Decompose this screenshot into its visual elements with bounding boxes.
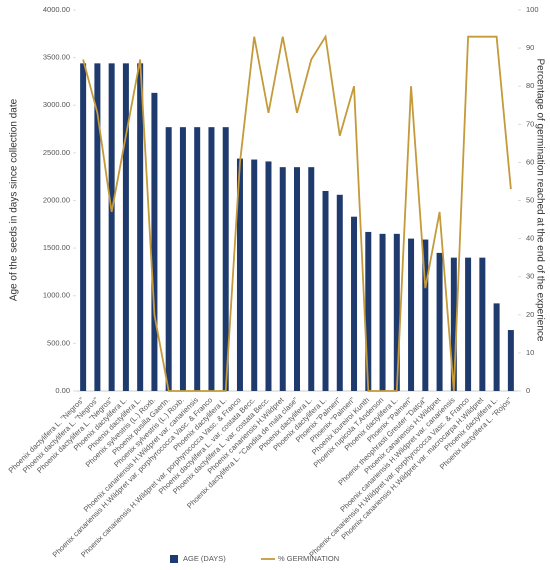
bar [465, 257, 472, 391]
y2-tick-label: 100 [526, 5, 539, 14]
bar [479, 257, 486, 391]
y-tick-label: 1500.00 [43, 243, 70, 252]
y2-axis-title: Percentage of germination reached at the… [534, 59, 545, 342]
y-tick-label: 500.00 [47, 338, 70, 347]
bar [194, 127, 201, 391]
bar [279, 167, 286, 391]
bar [108, 63, 115, 392]
bar [294, 167, 300, 391]
y-tick-label: 3000.00 [43, 100, 70, 109]
bar [393, 233, 400, 391]
bar [379, 233, 386, 391]
bar [336, 194, 343, 391]
bar [265, 161, 272, 391]
y-tick-label: 3500.00 [43, 53, 70, 62]
y2-tick-label: 80 [526, 81, 534, 90]
bar [308, 167, 315, 391]
y2-tick-label: 10 [526, 348, 534, 357]
legend-label: % GERMINATION [278, 554, 339, 563]
legend-label: AGE (DAYS) [183, 554, 226, 563]
bar [122, 63, 129, 392]
y2-tick-label: 40 [526, 234, 534, 243]
bar [493, 303, 500, 391]
y2-tick-label: 90 [526, 43, 534, 52]
y2-tick-label: 70 [526, 119, 534, 128]
bar [208, 127, 215, 391]
bar [322, 190, 329, 391]
y-tick-label: 0.00 [55, 386, 70, 395]
y-tick-label: 2000.00 [43, 195, 70, 204]
bar [408, 238, 415, 391]
bar [422, 239, 429, 391]
bar [351, 216, 358, 391]
y-axis-title: Age of the seeds in days since collectio… [9, 98, 20, 301]
y2-tick-label: 60 [526, 157, 534, 166]
bar [94, 63, 101, 392]
bar [151, 92, 158, 392]
bar [80, 63, 87, 392]
y2-tick-label: 0 [526, 386, 530, 395]
bar [507, 330, 514, 391]
bar [137, 63, 144, 392]
bar [450, 257, 457, 391]
bar [165, 127, 172, 391]
bar [222, 127, 229, 391]
y2-tick-label: 20 [526, 310, 534, 319]
y-tick-label: 4000.00 [43, 5, 70, 14]
legend-swatch [170, 555, 178, 563]
line [82, 34, 512, 392]
y2-tick-label: 50 [526, 195, 534, 204]
bar [251, 159, 258, 391]
bar [236, 158, 243, 391]
y2-tick-label: 30 [526, 272, 534, 281]
bar [436, 252, 443, 391]
bar [365, 231, 372, 391]
bar [179, 127, 186, 391]
y-tick-label: 2500.00 [43, 148, 70, 157]
y-tick-label: 1000.00 [43, 291, 70, 300]
